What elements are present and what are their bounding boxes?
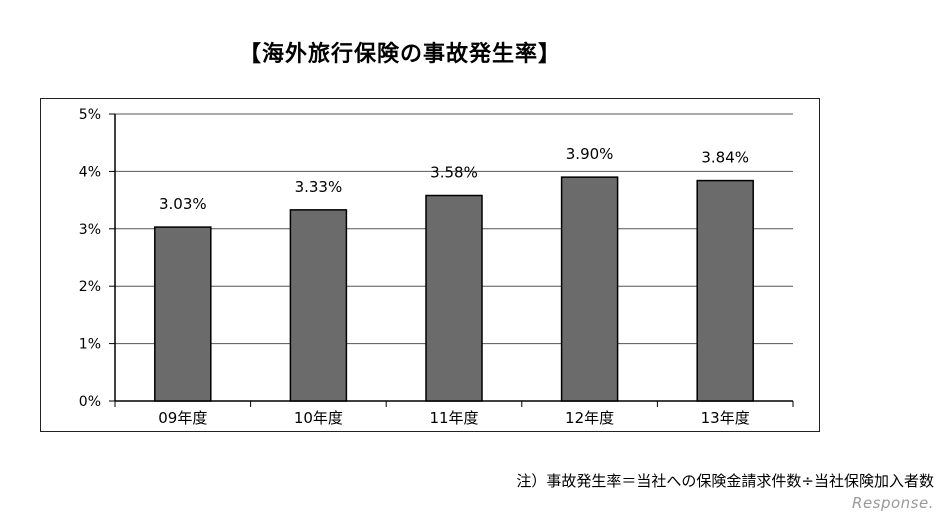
data-label: 3.33% [295,178,343,196]
x-category-label: 11年度 [429,409,478,427]
bar [696,179,754,402]
x-category-label: 09年度 [158,409,207,427]
y-tick-label: 1% [79,337,101,353]
gridlines [109,113,794,407]
bar [289,209,348,402]
y-tick-label: 2% [79,279,101,295]
data-label: 3.03% [159,195,207,213]
chart-frame [40,98,820,432]
chart-title: 【海外旅行保険の事故発生率】 [238,42,561,67]
response-logo: Response. [852,494,934,512]
bar [425,194,483,402]
bar [560,176,619,402]
x-category-label: 13年度 [701,409,750,427]
x-category-label: 10年度 [294,409,343,427]
category-labels: 09年度 10年度 11年度 12年度 13年度 [158,409,749,427]
footnote: 注）事故発生率＝当社への保険金請求件数÷当社保険加入者数 [516,472,934,490]
y-axis-ticks: 0% 1% 2% 3% 4% 5% [79,107,101,410]
bars [154,176,754,402]
data-label: 3.58% [430,164,478,182]
data-label: 3.90% [566,145,614,163]
y-tick-label: 3% [79,222,101,238]
data-label: 3.84% [701,149,749,167]
bar [154,226,212,402]
y-tick-label: 4% [79,164,101,180]
y-tick-label: 5% [79,107,101,123]
data-labels: 3.03% 3.33% 3.58% 3.90% 3.84% [159,145,749,213]
x-category-label: 12年度 [565,409,614,427]
y-tick-label: 0% [79,394,101,410]
